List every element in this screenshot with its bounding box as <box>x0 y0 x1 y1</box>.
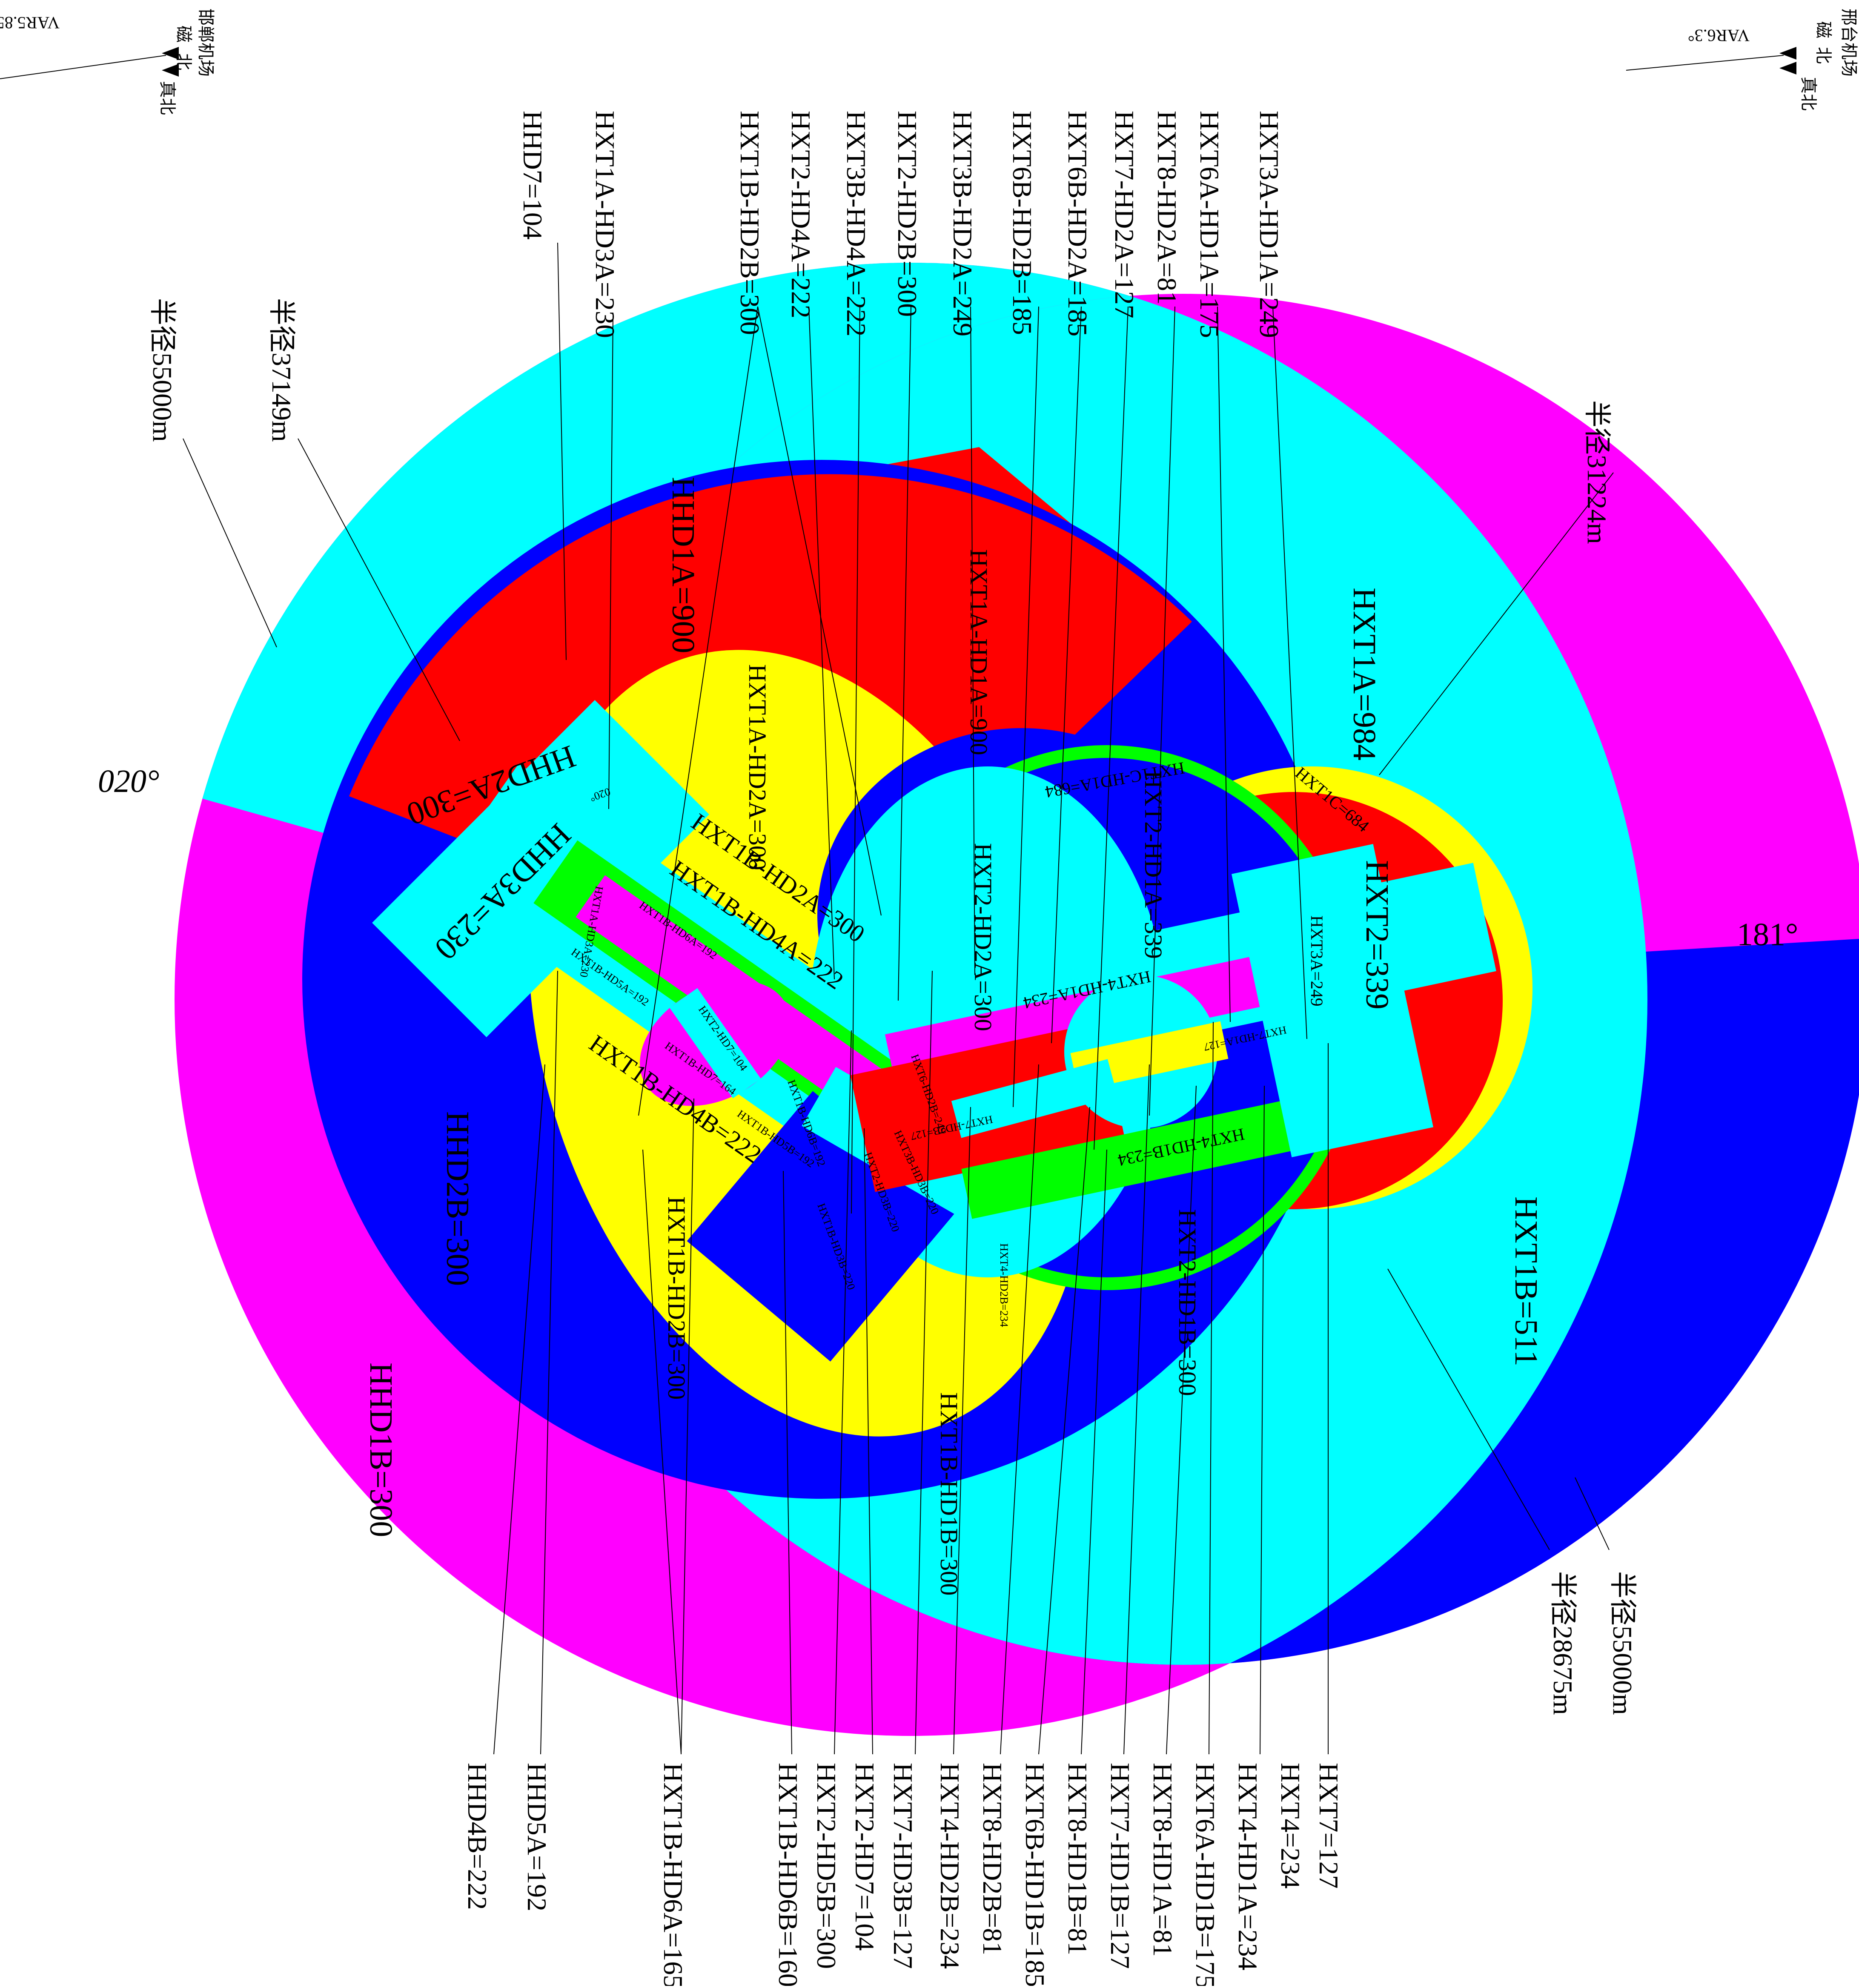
bottom-label: HXT1B-HD6B=160 <box>773 1763 803 1986</box>
radius-55000-left: 半径55000m <box>147 298 178 442</box>
top-labels: HHD7=104 HXT1A-HD3A=230 HXT1B-HD2B=300 H… <box>518 111 1284 338</box>
top-label: HXT8-HD2A=81 <box>1152 111 1182 305</box>
bottom-label: HXT6A-HD1B=175 <box>1190 1763 1220 1986</box>
bottom-label: HHD5A=192 <box>522 1763 552 1911</box>
bottom-label: HXT8-HD1A=81 <box>1148 1763 1178 1957</box>
top-label: HXT6A-HD1A=175 <box>1194 111 1225 338</box>
bottom-labels: HHD4B=222 HHD5A=192 HXT1B-HD6A=165 HXT1B… <box>462 1763 1344 1988</box>
compass-right-var: VAR6.3° <box>1688 26 1750 45</box>
top-label: HXT7-HD2A=127 <box>1109 111 1140 318</box>
label-xt4-hd2b: HXT4-HD2B=234 <box>998 1243 1010 1327</box>
label-xt2-hd1a: HXT2-HD1A=339 <box>1140 771 1167 959</box>
xt7-hd2b-strip <box>951 1059 1118 1138</box>
label-xt1b-hd1b: HXT1B-HD1B=300 <box>935 1392 963 1595</box>
label-xt3a: HXT3A=249 <box>1307 915 1326 1007</box>
xt4-hd1b-strip <box>961 1080 1389 1219</box>
bottom-label: HHD4B=222 <box>462 1763 493 1910</box>
top-label: HXT1A-HD3A=230 <box>590 111 620 338</box>
top-label: HHD7=104 <box>518 111 548 240</box>
bottom-label: HXT7-HD3B=127 <box>888 1763 918 1969</box>
compass-right-arrow2 <box>1779 62 1796 75</box>
bottom-label: HXT4-HD1A=234 <box>1233 1763 1263 1971</box>
label-xt2: HXT2=339 <box>1359 860 1395 1010</box>
bottom-label: HXT7=127 <box>1314 1763 1344 1889</box>
hd7-inner <box>669 988 761 1099</box>
label-xt1a: HXT1A=984 <box>1346 588 1382 760</box>
label-xt1b: HXT1B=511 <box>1508 1196 1544 1366</box>
bottom-label: HXT6B-HD1B=185 <box>1020 1763 1050 1986</box>
top-label: HXT3B-HD2A=249 <box>948 111 978 336</box>
leader-lines <box>183 242 1614 1755</box>
bearing-left: 020° <box>98 763 159 799</box>
radius-28675: 半径28675m <box>1548 1571 1578 1715</box>
top-label: HXT6B-HD2B=185 <box>1007 111 1037 335</box>
compass-left-north2: 北 <box>158 98 177 115</box>
top-label: HXT3B-HD4A=222 <box>841 111 871 336</box>
compass-left-north1: 北 <box>174 53 193 70</box>
label-hd2b: HHD2B=300 <box>440 1111 475 1286</box>
compass-right-magnetic: 磁 <box>1814 21 1833 38</box>
top-label: HXT6B-HD2A=185 <box>1063 111 1093 336</box>
radius-37149: 半径37149m <box>266 298 297 442</box>
label-hd1b: HHD1B=300 <box>363 1363 399 1537</box>
compass-left: 邯郸机场 磁 北 真 北 VAR5.85° <box>0 9 215 115</box>
bottom-label: HXT2-HD5B=300 <box>811 1763 842 1969</box>
top-label: HXT3A-HD1A=249 <box>1254 111 1284 338</box>
compass-right-arrow <box>1779 47 1796 60</box>
xt3a-box <box>1232 844 1433 1157</box>
label-xt1a-hd1a: HXT1A-HD1A=900 <box>965 549 993 755</box>
compass-right-airport: 邢台机场 <box>1839 9 1859 77</box>
bottom-label: HXT4-HD2B=234 <box>935 1763 965 1969</box>
compass-left-airport: 邯郸机场 <box>196 9 215 77</box>
rotated-boxes <box>372 700 1496 1362</box>
compass-left-arrow <box>162 47 179 60</box>
compass-right-line <box>1626 55 1784 71</box>
compass-left-magnetic: 磁 <box>174 26 193 43</box>
bearing-right: 181° <box>1737 917 1798 952</box>
radius-31224: 半径31224m <box>1582 400 1612 544</box>
compass-right: 邢台机场 磁 北 真 北 VAR6.3° <box>1626 9 1859 111</box>
compass-right-true: 真 <box>1799 77 1818 94</box>
bottom-label: HXT2-HD7=104 <box>850 1763 880 1951</box>
compass-right-north1: 北 <box>1814 47 1833 64</box>
bottom-label: HXT1B-HD6A=165 <box>658 1763 688 1986</box>
bottom-label: HXT7-HD1B=127 <box>1105 1763 1135 1969</box>
bottom-label: HXT4=234 <box>1275 1763 1306 1889</box>
bottom-label: HXT8-HD1B=81 <box>1063 1763 1093 1955</box>
label-hd1a: HHD1A=900 <box>665 477 701 653</box>
label-xt1a-hd2a: HXT1A-HD2A=300 <box>744 664 771 870</box>
top-label: HXT2-HD2B=300 <box>892 111 922 317</box>
top-label: HXT1B-HD2B=300 <box>735 111 765 335</box>
radius-55000-right: 半径55000m <box>1607 1571 1638 1715</box>
compass-left-var: VAR5.85° <box>0 13 60 32</box>
compass-left-arrow2 <box>162 64 179 77</box>
top-label: HXT2-HD4A=222 <box>786 111 816 318</box>
compass-right-north2: 北 <box>1799 94 1818 111</box>
label-xt2-hd1b: HXT2-HD1B=300 <box>1174 1209 1201 1396</box>
bottom-label: HXT8-HD2B=81 <box>977 1763 1008 1955</box>
compass-left-true: 真 <box>158 81 177 98</box>
compass-left-line <box>0 55 166 79</box>
label-xt1b-hd2b: HXT1B-HD2B=300 <box>663 1196 690 1400</box>
label-xt2-hd2a: HXT2-HD2A=300 <box>969 843 997 1031</box>
